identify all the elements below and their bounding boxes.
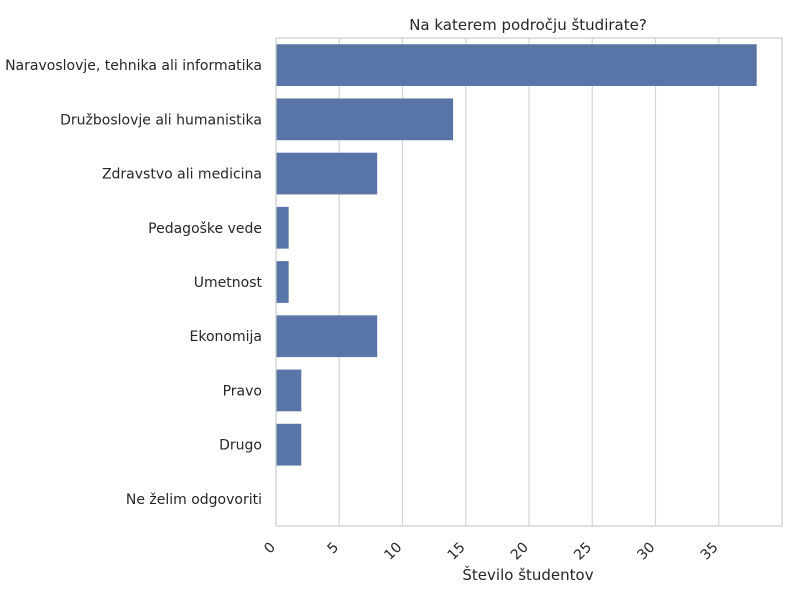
y-tick-label: Pedagoške vede bbox=[148, 221, 262, 237]
bar bbox=[276, 98, 454, 141]
y-tick-label: Umetnost bbox=[194, 275, 263, 291]
y-tick-label: Družboslovje ali humanistika bbox=[60, 112, 262, 128]
x-axis-title: Število študentov bbox=[462, 565, 593, 584]
bar bbox=[276, 206, 289, 249]
y-tick-label: Drugo bbox=[219, 438, 262, 454]
y-tick-label: Naravoslovje, tehnika ali informatika bbox=[5, 58, 262, 74]
bars bbox=[276, 44, 757, 466]
bar bbox=[276, 315, 378, 358]
bar bbox=[276, 369, 302, 412]
y-tick-label: Zdravstvo ali medicina bbox=[102, 167, 262, 183]
x-tick-label: 30 bbox=[634, 540, 658, 564]
x-tick-label: 15 bbox=[445, 540, 469, 564]
y-tick-label: Ekonomija bbox=[190, 329, 262, 345]
chart-title: Na katerem področju študirate? bbox=[409, 16, 647, 34]
y-tick-label: Ne želim odgovoriti bbox=[126, 492, 262, 508]
y-tick-labels: Naravoslovje, tehnika ali informatika Dru… bbox=[5, 58, 262, 508]
x-tick-label: 0 bbox=[261, 540, 279, 558]
bar bbox=[276, 44, 757, 86]
x-tick-label: 5 bbox=[324, 540, 342, 558]
plot-frame bbox=[275, 37, 783, 527]
x-tick-label: 25 bbox=[571, 540, 595, 564]
bar bbox=[276, 152, 378, 195]
x-tick-label: 20 bbox=[508, 540, 532, 564]
y-tick-label: Pravo bbox=[223, 383, 262, 399]
bar bbox=[276, 261, 289, 303]
x-tick-label: 35 bbox=[698, 540, 722, 564]
bar bbox=[276, 423, 302, 466]
x-tick-label: 10 bbox=[381, 540, 405, 564]
x-tick-labels: 0 5 10 15 20 25 30 35 bbox=[261, 540, 721, 564]
